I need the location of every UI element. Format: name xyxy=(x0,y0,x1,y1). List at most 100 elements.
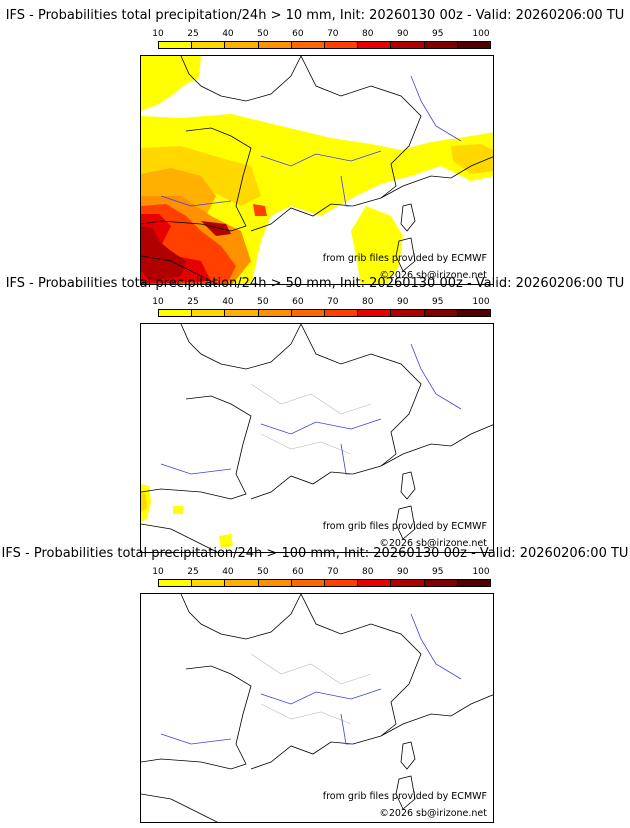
colorbar-segment xyxy=(325,310,359,316)
colorbar-segment xyxy=(325,42,359,48)
colorbar-segment xyxy=(192,580,226,586)
copyright-credit: ©2026 sb@irizone.net xyxy=(379,808,487,819)
island-corsica xyxy=(400,471,416,500)
river-lines xyxy=(160,75,462,207)
river xyxy=(340,175,353,207)
precip-area-red xyxy=(253,204,267,216)
colorbar-label: 70 xyxy=(327,297,339,307)
colorbar-label: 50 xyxy=(257,297,269,307)
precip-area-yellow xyxy=(351,206,403,284)
colorbar-segment xyxy=(159,42,193,48)
panel-title: IFS - Probabilities total precipitation/… xyxy=(5,276,625,291)
map-canvas xyxy=(141,594,493,822)
colorbar-label: 50 xyxy=(257,29,269,39)
coastline xyxy=(141,127,252,232)
colorbar-segment xyxy=(358,580,392,586)
colorbar-label: 70 xyxy=(327,29,339,39)
colorbar-segment xyxy=(192,42,226,48)
colorbar-segment xyxy=(457,310,491,316)
river xyxy=(260,150,382,167)
border xyxy=(300,56,422,199)
river-lines xyxy=(160,343,462,475)
colorbar-segment xyxy=(424,580,458,586)
region-border xyxy=(260,433,352,455)
precip-map: from grib files provided by ECMWF ©2026 … xyxy=(140,593,494,823)
border xyxy=(300,594,422,737)
colorbar-segment xyxy=(258,310,292,316)
colorbar-segment xyxy=(192,310,226,316)
source-credit: from grib files provided by ECMWF xyxy=(322,253,487,264)
map-canvas xyxy=(141,324,493,552)
colorbar-label: 90 xyxy=(397,297,409,307)
colorbar-label: 10 xyxy=(152,297,164,307)
precip-area-yellow xyxy=(141,56,201,111)
precip-map: from grib files provided by ECMWF ©2026 … xyxy=(140,323,494,553)
colorbar-label: 50 xyxy=(257,567,269,577)
copyright-credit: ©2026 sb@irizone.net xyxy=(379,270,487,281)
colorbar-segment xyxy=(457,42,491,48)
colorbar-segment xyxy=(159,580,193,586)
colorbar-segment xyxy=(325,580,359,586)
colorbar-label: 25 xyxy=(187,567,199,577)
island-corsica xyxy=(400,203,416,232)
border xyxy=(141,793,218,822)
river xyxy=(260,418,382,435)
colorbar-segment xyxy=(258,42,292,48)
colorbar-labels: 10 25 40 50 60 70 80 90 95 100 xyxy=(152,29,491,39)
colorbar-label: 95 xyxy=(431,567,444,577)
colorbar-label: 40 xyxy=(222,29,234,39)
colorbar-label: 70 xyxy=(327,567,339,577)
map-canvas xyxy=(141,56,493,284)
river xyxy=(340,443,353,475)
colorbar-segment xyxy=(225,580,259,586)
colorbar-segment xyxy=(225,42,259,48)
colorbar-segment xyxy=(457,580,491,586)
coastline xyxy=(141,395,252,500)
island-sardinia xyxy=(395,505,416,540)
colorbar-label: 100 xyxy=(472,567,490,577)
colorbar-segment xyxy=(291,580,326,586)
colorbar xyxy=(158,579,491,587)
colorbar-label: 100 xyxy=(472,29,490,39)
colorbar-segment xyxy=(358,310,392,316)
river xyxy=(160,195,232,207)
colorbar-segment xyxy=(225,310,259,316)
river xyxy=(160,733,232,745)
river-lines xyxy=(160,613,462,745)
precip-panel-10mm: IFS - Probabilities total precipitation/… xyxy=(0,8,630,285)
colorbar-label: 80 xyxy=(362,567,374,577)
country-borders xyxy=(141,324,493,552)
panel-title: IFS - Probabilities total precipitation/… xyxy=(1,546,629,561)
precip-area-light-orange xyxy=(141,492,147,512)
colorbar-label: 95 xyxy=(431,297,444,307)
colorbar-segment xyxy=(291,42,326,48)
colorbar-labels: 10 25 40 50 60 70 80 90 95 100 xyxy=(152,567,491,577)
colorbar-label: 90 xyxy=(397,567,409,577)
colorbar-label: 25 xyxy=(187,29,199,39)
precip-area-maroon xyxy=(141,226,186,281)
panel-title: IFS - Probabilities total precipitation/… xyxy=(5,8,625,23)
river xyxy=(410,343,462,410)
precip-area-yellow xyxy=(173,506,183,514)
island-sardinia xyxy=(395,775,416,810)
border xyxy=(141,255,218,284)
colorbar-segment xyxy=(424,42,458,48)
colorbar-label: 25 xyxy=(187,297,199,307)
river xyxy=(410,75,462,142)
colorbar-labels: 10 25 40 50 60 70 80 90 95 100 xyxy=(152,297,491,307)
colorbar-label: 80 xyxy=(362,29,374,39)
source-credit: from grib files provided by ECMWF xyxy=(322,521,487,532)
region-lines xyxy=(250,653,372,725)
region-border xyxy=(250,383,372,415)
colorbar-label: 90 xyxy=(397,29,409,39)
colorbar-label: 40 xyxy=(222,297,234,307)
colorbar-segment xyxy=(391,42,425,48)
island-sardinia xyxy=(395,237,416,272)
coastline xyxy=(250,424,493,500)
colorbar-label: 60 xyxy=(292,567,304,577)
coastline xyxy=(250,694,493,770)
coastline xyxy=(180,594,302,640)
precip-shading xyxy=(141,484,233,548)
river xyxy=(340,713,353,745)
precip-area-light-orange xyxy=(451,144,493,174)
